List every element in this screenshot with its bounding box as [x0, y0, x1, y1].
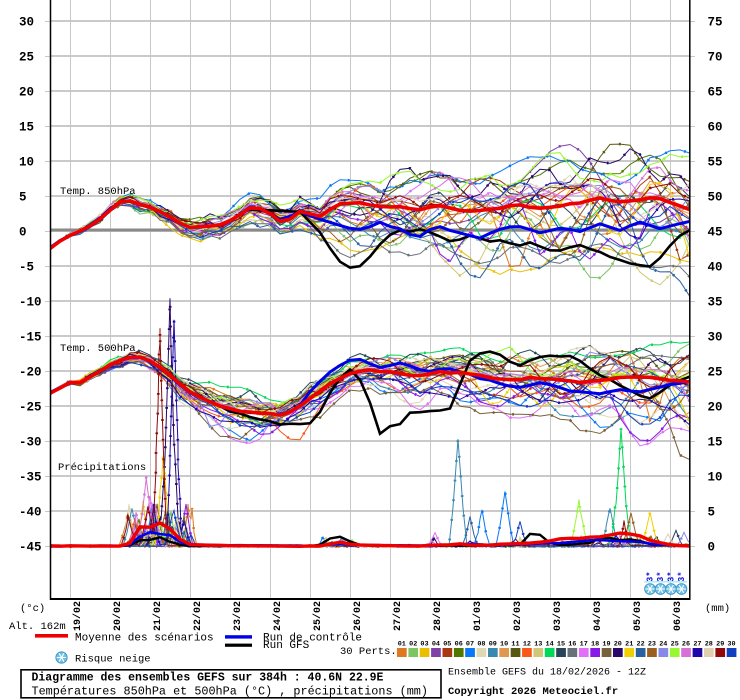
svg-text:-20: -20 [19, 366, 42, 380]
svg-text:25: 25 [708, 366, 723, 380]
svg-text:04/03: 04/03 [592, 601, 604, 631]
svg-text:28: 28 [705, 641, 713, 649]
svg-text:3*: 3* [667, 571, 677, 582]
svg-text:0: 0 [19, 226, 27, 240]
svg-text:15: 15 [708, 436, 723, 450]
svg-text:12: 12 [523, 641, 531, 649]
svg-text:25: 25 [19, 51, 34, 65]
svg-text:40: 40 [708, 261, 723, 275]
svg-text:(mm): (mm) [705, 603, 730, 615]
svg-text:20: 20 [19, 86, 34, 100]
svg-text:15: 15 [557, 641, 565, 649]
svg-text:5: 5 [708, 506, 716, 520]
svg-text:30 Perts.: 30 Perts. [340, 646, 397, 658]
svg-text:3*: 3* [646, 571, 656, 582]
svg-text:19: 19 [602, 641, 610, 649]
svg-text:08: 08 [477, 641, 485, 649]
svg-text:28/02: 28/02 [432, 601, 444, 631]
svg-text:07: 07 [466, 641, 474, 649]
svg-text:Risque neige: Risque neige [75, 654, 151, 666]
svg-text:27/02: 27/02 [392, 601, 404, 631]
svg-text:3*: 3* [656, 571, 666, 582]
svg-text:Run GFS: Run GFS [263, 640, 310, 652]
svg-text:Temp. 850hPa: Temp. 850hPa [60, 186, 136, 198]
svg-text:Copyright 2026 Meteociel.fr: Copyright 2026 Meteociel.fr [448, 686, 618, 698]
svg-text:06/03: 06/03 [672, 601, 684, 631]
svg-text:29: 29 [716, 641, 724, 649]
svg-text:10: 10 [708, 471, 723, 485]
svg-text:22/02: 22/02 [192, 601, 204, 631]
svg-text:20: 20 [614, 641, 622, 649]
svg-text:-10: -10 [19, 296, 42, 310]
svg-text:Précipitations: Précipitations [58, 462, 146, 474]
svg-text:27: 27 [693, 641, 701, 649]
svg-text:3*: 3* [677, 571, 687, 582]
svg-text:20/02: 20/02 [112, 601, 124, 631]
svg-text:75: 75 [708, 16, 723, 30]
svg-text:15: 15 [19, 121, 34, 135]
svg-text:5: 5 [19, 191, 27, 205]
svg-text:05: 05 [443, 641, 451, 649]
svg-text:-35: -35 [19, 471, 42, 485]
svg-text:23: 23 [648, 641, 656, 649]
svg-text:06: 06 [455, 641, 463, 649]
svg-text:45: 45 [708, 226, 723, 240]
svg-text:11: 11 [511, 641, 519, 649]
svg-text:22: 22 [637, 641, 645, 649]
svg-text:-40: -40 [19, 506, 42, 520]
svg-text:18: 18 [591, 641, 599, 649]
svg-text:03: 03 [420, 641, 428, 649]
svg-text:50: 50 [708, 191, 723, 205]
svg-text:Températures 850hPa et 500hPa: Températures 850hPa et 500hPa (°C) , pré… [32, 685, 428, 699]
svg-text:02: 02 [409, 641, 417, 649]
svg-text:02/03: 02/03 [512, 601, 524, 631]
svg-text:Temp. 500hPa: Temp. 500hPa [60, 343, 136, 355]
svg-text:-30: -30 [19, 436, 42, 450]
svg-text:21: 21 [625, 641, 633, 649]
svg-text:26: 26 [682, 641, 690, 649]
svg-text:-25: -25 [19, 401, 42, 415]
svg-text:21/02: 21/02 [152, 601, 164, 631]
svg-text:26/02: 26/02 [352, 601, 364, 631]
svg-text:17: 17 [580, 641, 588, 649]
svg-text:09: 09 [489, 641, 497, 649]
svg-text:10: 10 [19, 156, 34, 170]
svg-text:24: 24 [659, 641, 667, 649]
svg-text:19/02: 19/02 [72, 601, 84, 631]
svg-text:01: 01 [398, 641, 406, 649]
svg-text:0: 0 [708, 541, 716, 555]
svg-text:30: 30 [727, 641, 735, 649]
svg-text:10: 10 [500, 641, 508, 649]
svg-text:Run de contrôle: Run de contrôle [263, 633, 362, 645]
svg-text:16: 16 [568, 641, 576, 649]
svg-text:Ensemble GEFS du 18/02/2026 -: Ensemble GEFS du 18/02/2026 - 12Z [448, 667, 646, 679]
svg-text:30: 30 [19, 16, 34, 30]
svg-text:-15: -15 [19, 331, 42, 345]
svg-text:-45: -45 [19, 541, 42, 555]
svg-text:05/03: 05/03 [632, 601, 644, 631]
svg-text:04: 04 [432, 641, 440, 649]
svg-text:55: 55 [708, 156, 723, 170]
svg-text:70: 70 [708, 51, 723, 65]
svg-text:24/02: 24/02 [272, 601, 284, 631]
svg-text:Alt. 162m: Alt. 162m [9, 621, 66, 633]
svg-text:25: 25 [671, 641, 679, 649]
svg-text:Diagramme des ensembles GEFS s: Diagramme des ensembles GEFS sur 384h : … [32, 672, 384, 685]
svg-text:14: 14 [546, 641, 554, 649]
svg-text:01/03: 01/03 [472, 601, 484, 631]
svg-text:20: 20 [708, 401, 723, 415]
svg-text:03/03: 03/03 [552, 601, 564, 631]
svg-text:(°c): (°c) [20, 603, 45, 615]
svg-text:60: 60 [708, 121, 723, 135]
svg-text:30: 30 [708, 331, 723, 345]
svg-text:23/02: 23/02 [232, 601, 244, 631]
svg-text:13: 13 [534, 641, 542, 649]
svg-text:35: 35 [708, 296, 723, 310]
svg-text:Moyenne des scénarios: Moyenne des scénarios [75, 633, 214, 645]
svg-text:-5: -5 [19, 261, 34, 275]
svg-text:65: 65 [708, 86, 723, 100]
svg-text:25/02: 25/02 [312, 601, 324, 631]
